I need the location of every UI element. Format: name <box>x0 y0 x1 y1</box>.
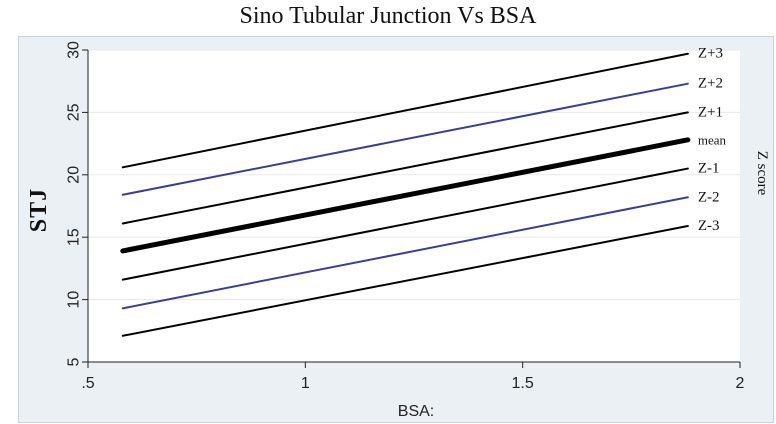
legend-title: Z score <box>754 151 770 196</box>
series-lines <box>120 52 691 337</box>
y-tick-label: 10 <box>66 291 83 309</box>
x-tick-label: 1 <box>301 375 310 392</box>
series-label: Z-3 <box>698 218 720 234</box>
series-line-zplus3 <box>121 52 689 169</box>
y-tick-label: 20 <box>66 166 83 184</box>
y-tick-label: 25 <box>66 103 83 121</box>
series-label: Z+3 <box>698 46 723 62</box>
series-line-zminus1 <box>121 167 689 281</box>
chart-title: Sino Tubular Junction Vs BSA <box>239 3 537 29</box>
series-label: Z+1 <box>698 104 723 120</box>
series-label: Z-2 <box>698 189 720 205</box>
x-tick-label: 1.5 <box>512 375 534 392</box>
series-labels: Z+3 Z+2 Z+1 mean Z-1 Z-2 Z-3 <box>698 46 727 234</box>
x-axis-ticks: .5 1 1.5 2 <box>81 362 745 392</box>
y-axis-ticks: 5 10 15 20 25 30 <box>66 41 88 366</box>
y-tick-label: 30 <box>66 41 83 59</box>
x-tick-label: 2 <box>736 375 745 392</box>
x-tick-label: .5 <box>81 375 94 392</box>
y-tick-label: 15 <box>66 228 83 246</box>
plot-area <box>88 50 740 362</box>
series-line-zminus3 <box>121 224 689 337</box>
series-label: Z+2 <box>698 76 723 92</box>
y-axis-title: STJ <box>26 188 52 232</box>
x-axis-title: BSA: <box>398 403 434 420</box>
series-line-zminus2 <box>121 196 689 310</box>
series-label: Z-1 <box>698 161 720 177</box>
series-line-mean <box>120 137 691 254</box>
series-line-zplus1 <box>121 111 689 225</box>
series-line-zplus2 <box>121 82 689 196</box>
y-tick-label: 5 <box>66 357 83 366</box>
series-label: mean <box>698 132 727 147</box>
